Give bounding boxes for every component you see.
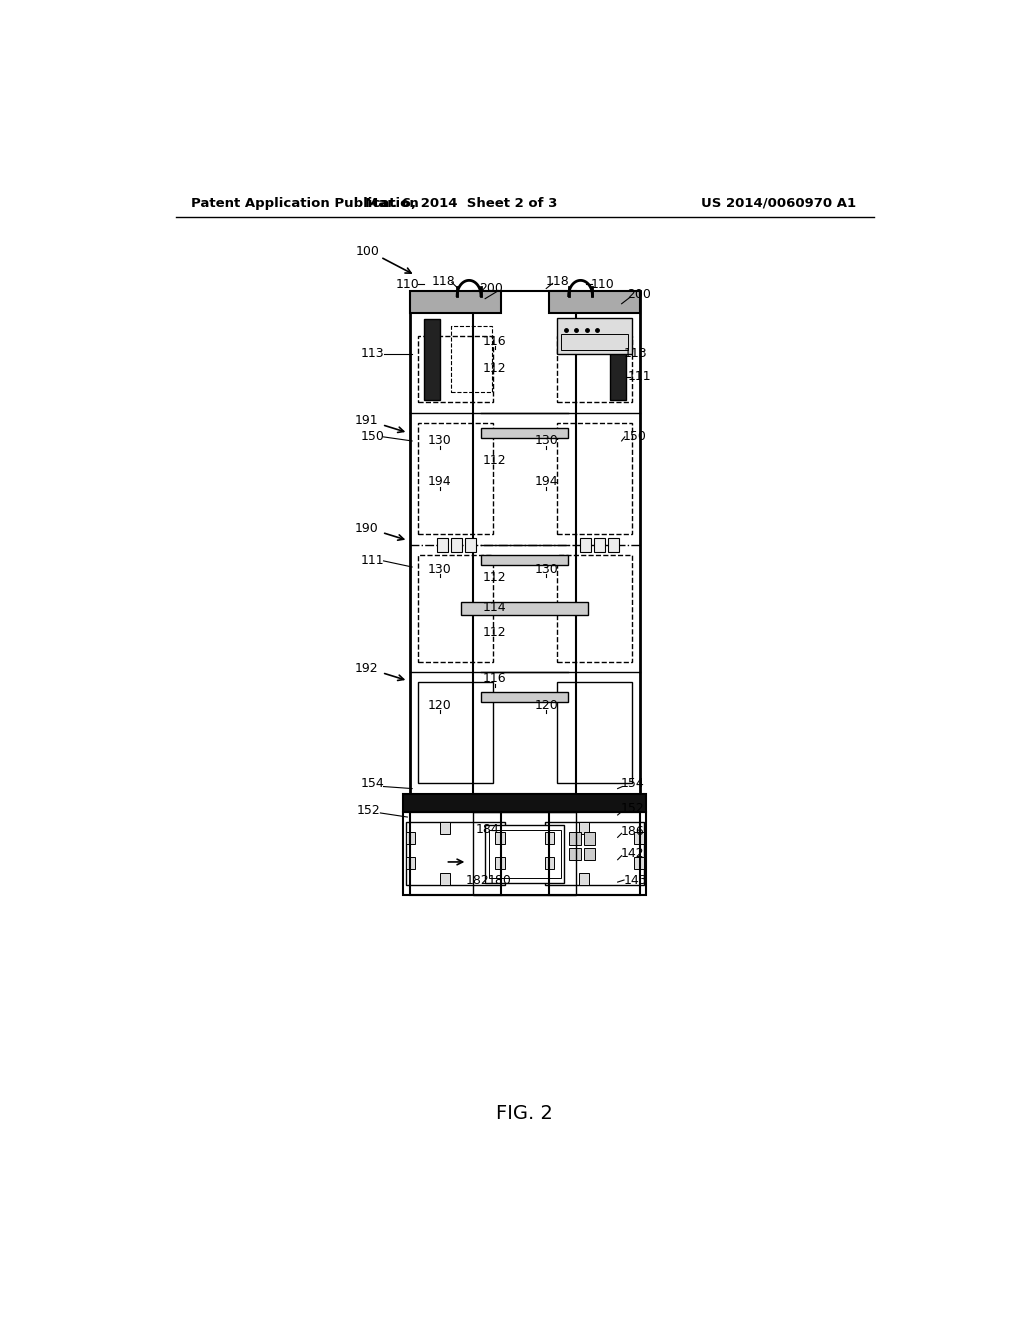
Text: 113: 113 — [360, 347, 384, 360]
Text: 190: 190 — [354, 521, 378, 535]
Bar — [406, 832, 416, 845]
Bar — [481, 692, 568, 702]
Bar — [584, 847, 595, 859]
Bar — [549, 290, 640, 313]
Text: 200: 200 — [479, 282, 504, 294]
Text: 120: 120 — [535, 698, 558, 711]
Text: 154: 154 — [621, 777, 644, 789]
Text: 111: 111 — [360, 554, 384, 568]
Text: 110: 110 — [395, 279, 419, 290]
Bar — [481, 554, 568, 565]
Bar — [473, 290, 577, 793]
Bar — [440, 822, 450, 834]
Bar — [451, 326, 492, 392]
Bar — [461, 602, 588, 615]
Bar — [557, 682, 632, 784]
Bar — [473, 812, 577, 895]
Bar — [406, 822, 505, 886]
Bar — [410, 290, 501, 313]
Bar — [465, 537, 476, 552]
Text: 152: 152 — [621, 803, 644, 816]
Text: 192: 192 — [354, 663, 378, 675]
Text: 116: 116 — [483, 672, 507, 685]
Bar — [489, 830, 560, 878]
Text: 143: 143 — [624, 874, 648, 887]
Text: 112: 112 — [483, 454, 507, 467]
Bar — [609, 319, 626, 400]
Text: 180: 180 — [487, 874, 511, 887]
Bar — [560, 334, 628, 351]
Bar — [580, 822, 589, 834]
Bar — [634, 857, 644, 870]
Bar — [410, 812, 501, 895]
Bar — [557, 554, 632, 661]
Text: 112: 112 — [483, 570, 507, 583]
Bar — [496, 832, 505, 845]
Text: 194: 194 — [428, 475, 452, 488]
Text: 120: 120 — [428, 698, 452, 711]
Bar — [418, 337, 494, 403]
Bar — [418, 554, 494, 661]
Bar — [485, 825, 564, 883]
Bar — [481, 428, 568, 438]
Text: 200: 200 — [627, 288, 651, 301]
Text: 116: 116 — [483, 335, 507, 348]
Text: 152: 152 — [356, 804, 380, 817]
Text: 112: 112 — [483, 362, 507, 375]
Text: 113: 113 — [624, 347, 648, 360]
Text: 118: 118 — [432, 275, 456, 288]
Bar — [569, 847, 581, 859]
Text: US 2014/0060970 A1: US 2014/0060970 A1 — [701, 197, 856, 210]
Text: 154: 154 — [360, 777, 384, 789]
Bar — [436, 537, 447, 552]
Text: 118: 118 — [546, 275, 569, 288]
Text: 191: 191 — [354, 414, 378, 428]
Bar — [406, 857, 416, 870]
Text: Mar. 6, 2014  Sheet 2 of 3: Mar. 6, 2014 Sheet 2 of 3 — [366, 197, 557, 210]
Bar — [418, 422, 494, 535]
Text: 130: 130 — [535, 434, 558, 447]
Bar — [584, 833, 595, 845]
Text: 110: 110 — [591, 279, 614, 290]
Text: 100: 100 — [355, 246, 380, 259]
Bar — [557, 318, 632, 354]
Text: 130: 130 — [428, 434, 452, 447]
Bar — [549, 290, 640, 793]
Text: 194: 194 — [535, 475, 558, 488]
Bar — [403, 812, 646, 895]
Text: 111: 111 — [628, 371, 651, 383]
Bar — [634, 832, 644, 845]
Text: 142: 142 — [621, 847, 644, 861]
Bar — [549, 812, 640, 895]
Bar — [557, 422, 632, 535]
Bar — [557, 337, 632, 403]
Bar — [580, 873, 589, 886]
Bar — [424, 319, 440, 400]
Bar — [569, 833, 581, 845]
Bar — [545, 832, 554, 845]
Bar — [418, 682, 494, 784]
Text: Patent Application Publication: Patent Application Publication — [191, 197, 419, 210]
Text: 114: 114 — [483, 601, 507, 614]
Bar — [440, 873, 450, 886]
Bar — [410, 290, 501, 793]
Bar — [545, 857, 554, 870]
Bar — [608, 537, 620, 552]
Bar — [451, 537, 462, 552]
Text: 182: 182 — [465, 874, 489, 887]
Text: FIG. 2: FIG. 2 — [497, 1105, 553, 1123]
Text: 112: 112 — [483, 626, 507, 639]
Text: 130: 130 — [428, 562, 452, 576]
Bar — [580, 537, 591, 552]
Bar — [496, 857, 505, 870]
Text: 150: 150 — [360, 430, 384, 444]
Text: 186: 186 — [621, 825, 644, 838]
Text: 130: 130 — [535, 562, 558, 576]
Bar — [594, 537, 605, 552]
Bar — [403, 793, 646, 812]
Bar — [545, 822, 644, 886]
Text: 150: 150 — [623, 430, 646, 444]
Text: 184: 184 — [475, 822, 500, 836]
